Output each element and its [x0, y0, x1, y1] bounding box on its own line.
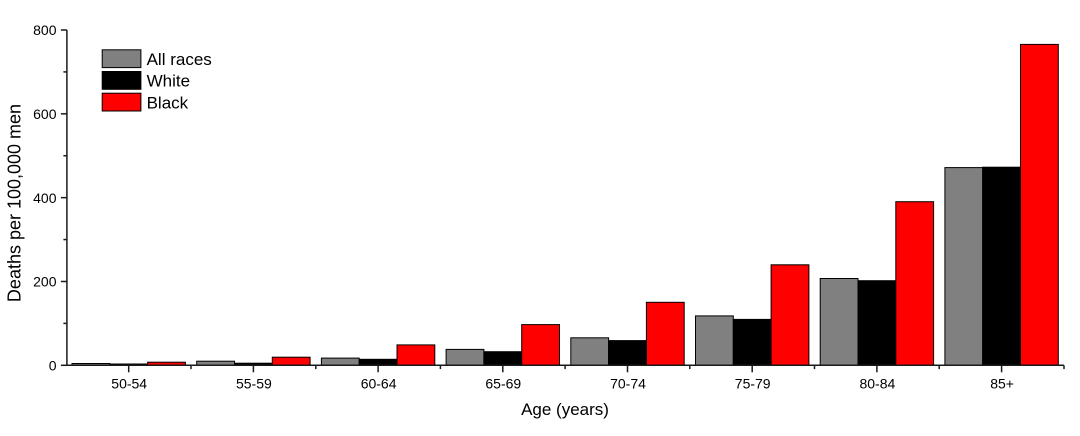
svg-text:600: 600 [33, 106, 57, 122]
svg-text:200: 200 [33, 274, 57, 290]
svg-text:Black: Black [147, 93, 189, 112]
svg-text:55-59: 55-59 [236, 376, 272, 392]
svg-text:70-74: 70-74 [610, 376, 646, 392]
svg-text:All races: All races [147, 50, 212, 69]
svg-text:75-79: 75-79 [735, 376, 771, 392]
svg-text:60-64: 60-64 [361, 376, 397, 392]
svg-text:80-84: 80-84 [859, 376, 895, 392]
svg-text:400: 400 [33, 190, 57, 206]
svg-text:White: White [147, 72, 190, 91]
svg-text:Age (years): Age (years) [521, 400, 609, 419]
svg-text:85+: 85+ [990, 376, 1014, 392]
svg-text:0: 0 [49, 357, 57, 373]
svg-text:65-69: 65-69 [485, 376, 521, 392]
svg-text:50-54: 50-54 [111, 376, 147, 392]
svg-text:Deaths per 100,000 men: Deaths per 100,000 men [5, 104, 25, 302]
svg-text:800: 800 [33, 22, 57, 38]
